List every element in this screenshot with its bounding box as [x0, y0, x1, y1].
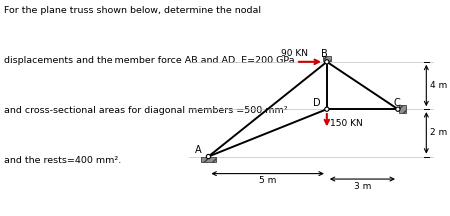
Circle shape	[325, 60, 329, 64]
Text: and the rests=400 mm².: and the rests=400 mm².	[4, 156, 122, 165]
Text: A: A	[195, 145, 202, 155]
Text: and cross-sectional areas for diagonal members =500 mm²: and cross-sectional areas for diagonal m…	[4, 106, 288, 115]
Text: 3 m: 3 m	[354, 182, 371, 191]
Bar	[201, 157, 216, 162]
Text: 150 KN: 150 KN	[330, 119, 362, 128]
Circle shape	[325, 107, 329, 111]
Text: C: C	[394, 98, 401, 108]
Circle shape	[396, 107, 400, 111]
Text: displacements and the member force AB and AD. E=200 GPa: displacements and the member force AB an…	[4, 56, 295, 65]
Text: 90 KN: 90 KN	[281, 49, 308, 58]
Text: For the plane truss shown below, determine the nodal: For the plane truss shown below, determi…	[4, 6, 261, 16]
Text: 4 m: 4 m	[430, 81, 447, 90]
Text: 2 m: 2 m	[430, 128, 447, 137]
Text: B: B	[321, 49, 328, 59]
Text: 5 m: 5 m	[259, 176, 276, 186]
Bar	[399, 105, 406, 113]
Text: D: D	[313, 98, 321, 108]
Bar	[323, 56, 331, 61]
Circle shape	[206, 154, 211, 159]
